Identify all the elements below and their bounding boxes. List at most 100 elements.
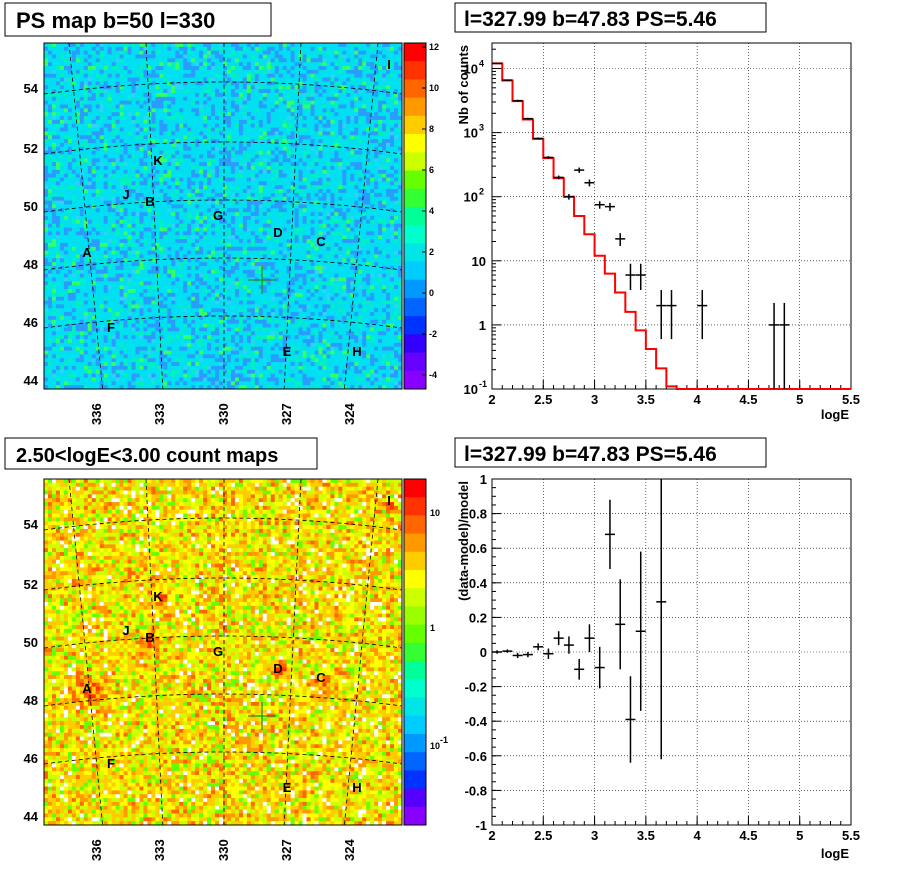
residual-y-tick-label: 0.8: [469, 507, 487, 522]
colorbar-tick-label: 10: [430, 741, 440, 751]
count-map-heatmap: 44 46 48 50 52 54 336 333 330 327 324 I K J B G D C A F E H 10…: [24, 478, 448, 861]
source-marker: [248, 702, 276, 730]
residual-point: [625, 676, 636, 763]
residual-point: [533, 643, 544, 651]
longitude-line: [344, 478, 379, 826]
graticule: [43, 478, 403, 826]
spectrum-x-tick-label: 5: [796, 392, 803, 407]
spectrum-y-axis-title: Nb of counts: [456, 45, 471, 124]
residual-y-tick-label: 0: [480, 645, 487, 660]
map-x-tick-label: 336: [89, 403, 104, 425]
residual-point: [656, 479, 667, 760]
source-label: I: [387, 57, 391, 72]
spectrum-y-tick-exponent: 2: [479, 187, 484, 197]
residual-point: [584, 624, 595, 652]
residual-y-axis-title: (data-model)/model: [456, 481, 471, 601]
map-y-tick-label: 48: [24, 693, 38, 708]
residual-x-axis-title: logE: [821, 846, 849, 861]
spectrum-y-tick-label: 10: [464, 126, 478, 141]
spectrum-x-tick-label: 4.5: [739, 392, 757, 407]
source-label: H: [352, 344, 361, 359]
data-point: [697, 290, 708, 340]
residual-x-tick-label: 2.5: [534, 828, 552, 843]
spectrum-x-tick-label: 4: [694, 392, 702, 407]
colorbar-tick-label: 2: [429, 247, 434, 257]
map-y-tick-label: 54: [24, 517, 39, 532]
residual-x-tick-label: 5.5: [842, 828, 860, 843]
residual-x-tick-label: 4: [694, 828, 702, 843]
spectrum-x-tick-label: 2: [488, 392, 495, 407]
svg-text:PS map b=50 l=330: PS map b=50 l=330: [16, 8, 215, 33]
data-point: [594, 201, 605, 209]
residual-point: [563, 636, 574, 654]
latitude-line: [43, 635, 403, 649]
map-cells: [44, 43, 403, 390]
residual-y-tick-label: -1: [475, 818, 487, 833]
data-point: [769, 302, 780, 389]
data-point: [625, 263, 636, 291]
source-label: D: [273, 225, 282, 240]
graticule: [43, 42, 403, 390]
latitude-line: [43, 257, 403, 271]
latitude-line: [43, 81, 403, 95]
map-y-tick-label: 46: [24, 315, 38, 330]
data-point: [533, 137, 544, 140]
title-top-left: PS map b=50 l=330: [4, 2, 272, 37]
data-point: [543, 156, 554, 159]
latitude-line: [43, 751, 403, 765]
latitude-line: [43, 199, 403, 213]
map-x-tick-label: 324: [342, 839, 357, 861]
data-point: [574, 167, 585, 173]
source-label: K: [153, 589, 163, 604]
map-y-tick-label: 44: [24, 373, 39, 388]
residual-point: [574, 658, 585, 680]
latitude-line: [43, 693, 403, 707]
source-label: G: [213, 644, 223, 659]
data-point: [522, 117, 533, 120]
residual-y-tick-label: -0.8: [465, 783, 487, 798]
map-y-tick-label: 54: [24, 81, 39, 96]
source-label: C: [316, 670, 326, 685]
data-point: [779, 302, 790, 389]
data-point: [553, 175, 564, 180]
residual-point: [604, 499, 615, 569]
svg-text:2.50<logE<3.00 count maps: 2.50<logE<3.00 count maps: [16, 445, 278, 467]
data-point: [615, 233, 626, 247]
residual-plot: 2 2.5 3 3.5 4 4.5 5 5.5 -1 -0.8 -0.6 -0.4 -0.2 0 0.2 0.…: [456, 472, 860, 861]
data-point: [604, 202, 615, 211]
spectrum-y-tick-exponent: -1: [479, 379, 487, 389]
data-point: [492, 62, 503, 65]
latitude-line: [43, 517, 403, 531]
residual-x-tick-label: 3.5: [637, 828, 655, 843]
residual-point: [512, 652, 523, 659]
source-label: E: [283, 344, 292, 359]
source-label: J: [122, 187, 129, 202]
source-label: I: [387, 493, 391, 508]
map-x-tick-label: 336: [89, 839, 104, 861]
residual-x-tick-label: 4.5: [739, 828, 757, 843]
source-label: B: [145, 194, 154, 209]
residual-x-tick-label: 5: [796, 828, 803, 843]
colorbar-tick-label: -4: [429, 370, 437, 380]
data-point: [512, 99, 523, 102]
residual-point: [635, 551, 646, 711]
residual-frame: [491, 478, 852, 826]
longitude-line: [283, 42, 302, 390]
spectrum-y-tick-label: 10: [464, 382, 478, 397]
spectrum-y-tick-exponent: 4: [479, 59, 484, 69]
map-y-tick-label: 44: [24, 809, 39, 824]
map-x-tick-label: 327: [279, 403, 294, 425]
colorbar-tick-label: 10: [429, 83, 439, 93]
residual-point: [502, 649, 513, 653]
map-x-tick-label: 324: [342, 403, 357, 425]
longitude-line: [145, 42, 164, 390]
latitude-line: [43, 315, 403, 329]
source-label: A: [82, 681, 92, 696]
latitude-line: [43, 141, 403, 155]
residual-point: [522, 652, 533, 658]
colorbar-tick-label: 10: [430, 508, 440, 518]
title-bottom-left: 2.50<logE<3.00 count maps: [4, 437, 318, 470]
spectrum-y-tick-label: 10: [464, 62, 478, 77]
